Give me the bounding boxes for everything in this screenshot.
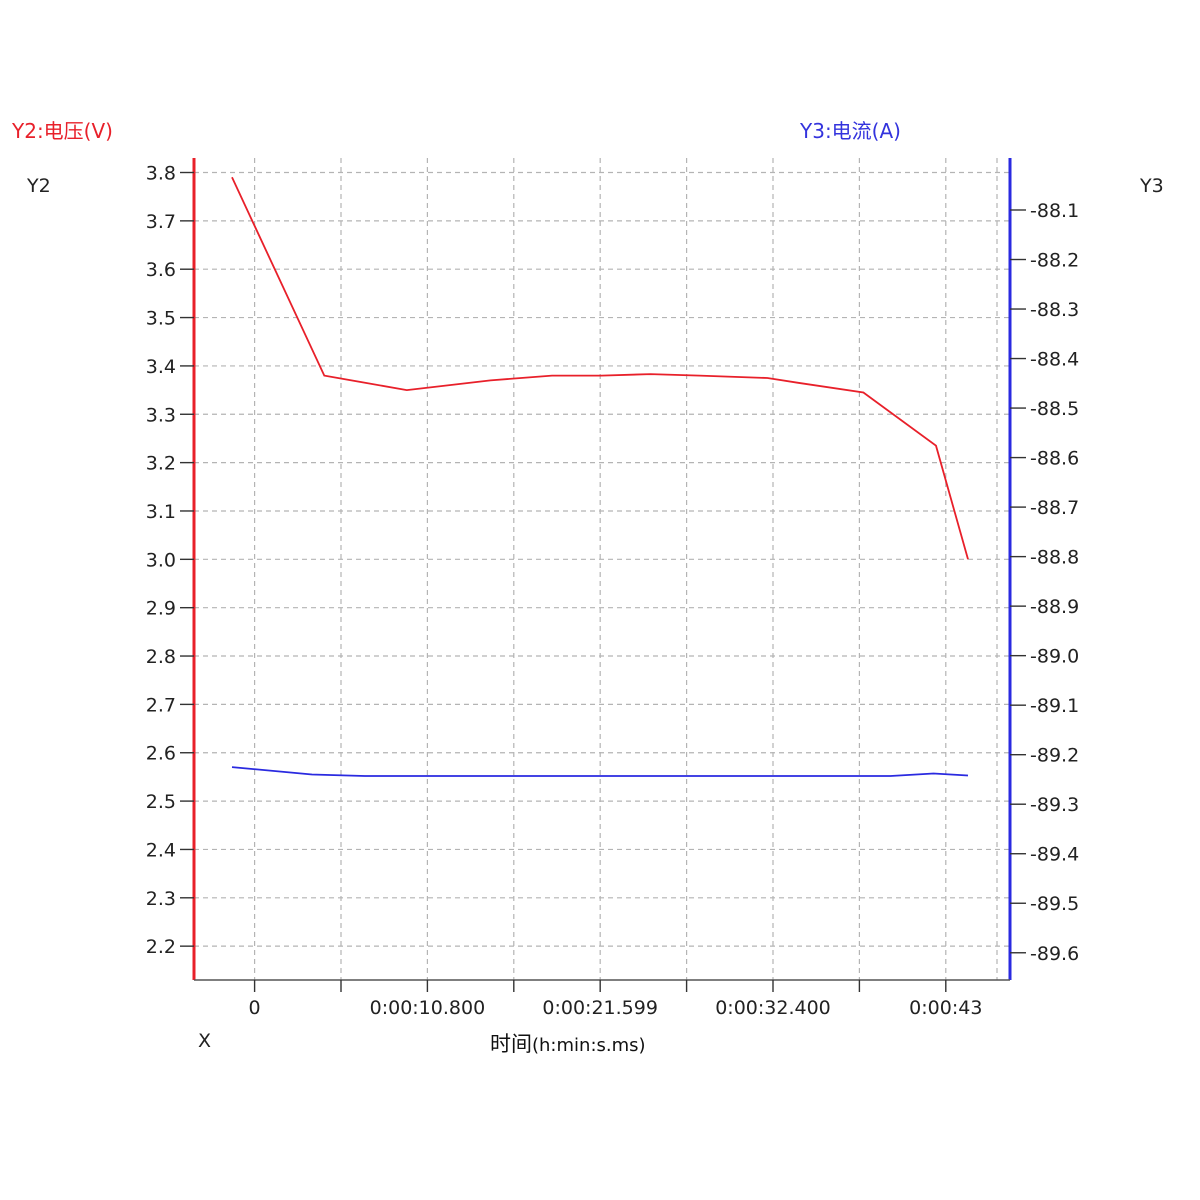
y2-tick-label: 2.4 — [146, 839, 176, 861]
x-tick-label: 0:00:32.400 — [715, 997, 831, 1019]
y3-tick-label: -89.4 — [1030, 844, 1079, 866]
x-axis-title-unit: (h:min:s.ms) — [532, 1035, 646, 1056]
x-axis-title: 时间(h:min:s.ms) — [490, 1028, 646, 1058]
y2-tick-label: 3.3 — [146, 404, 176, 426]
y2-axis-title: Y2:电压(V) — [12, 119, 113, 143]
y3-tick-label: -88.9 — [1030, 596, 1079, 618]
y2-tick-label: 3.1 — [146, 501, 176, 523]
y3-tick-label: -89.1 — [1030, 695, 1079, 717]
y2-tick-label: 3.5 — [146, 308, 176, 330]
y2-tick-label: 3.7 — [146, 211, 176, 233]
y3-tick-label: -88.5 — [1030, 398, 1079, 420]
y2-tick-label: 2.2 — [146, 936, 176, 958]
y2-tick-label: 2.9 — [146, 598, 176, 620]
y2-tick-label: 3.8 — [146, 163, 176, 185]
y3-tick-label: -89.2 — [1030, 745, 1079, 767]
y2-tick-label: 2.8 — [146, 646, 176, 668]
y3-tick-label: -88.6 — [1030, 448, 1079, 470]
y2-tick-label: 3.6 — [146, 259, 176, 281]
x-tick-label: 0:00:43 — [909, 997, 982, 1019]
x-axis-title-main: 时间 — [490, 1032, 532, 1056]
y2-tick-label: 2.6 — [146, 743, 176, 765]
y2-tick-label: 2.3 — [146, 888, 176, 910]
y3-tick-label: -88.2 — [1030, 250, 1079, 272]
y3-tick-label: -88.4 — [1030, 349, 1079, 371]
y2-tick-label: 3.0 — [146, 549, 176, 571]
current-series-line — [231, 766, 969, 777]
y3-tick-label: -89.5 — [1030, 893, 1079, 915]
y3-tick-label: -89.0 — [1030, 646, 1079, 668]
y2-tick-label: 2.7 — [146, 694, 176, 716]
y2-tick-label: 3.4 — [146, 356, 176, 378]
x-axis-short-label: X — [198, 1030, 212, 1052]
y3-tick-label: -89.3 — [1030, 794, 1079, 816]
y2-axis-short-label: Y2 — [27, 175, 51, 197]
x-tick-label: 0:00:21.599 — [542, 997, 658, 1019]
y3-tick-label: -88.3 — [1030, 299, 1079, 321]
y2-tick-label: 3.2 — [146, 453, 176, 475]
x-tick-label: 0 — [249, 997, 261, 1019]
y3-tick-label: -88.1 — [1030, 200, 1079, 222]
y3-axis-short-label: Y3 — [1140, 175, 1164, 197]
y3-tick-label: -88.7 — [1030, 497, 1079, 519]
y3-axis-title: Y3:电流(A) — [800, 119, 901, 143]
y3-tick-label: -88.8 — [1030, 547, 1079, 569]
voltage-series-line — [231, 176, 969, 560]
y3-tick-label: -89.6 — [1030, 943, 1079, 965]
x-tick-label: 0:00:10.800 — [370, 997, 486, 1019]
y2-tick-label: 2.5 — [146, 791, 176, 813]
